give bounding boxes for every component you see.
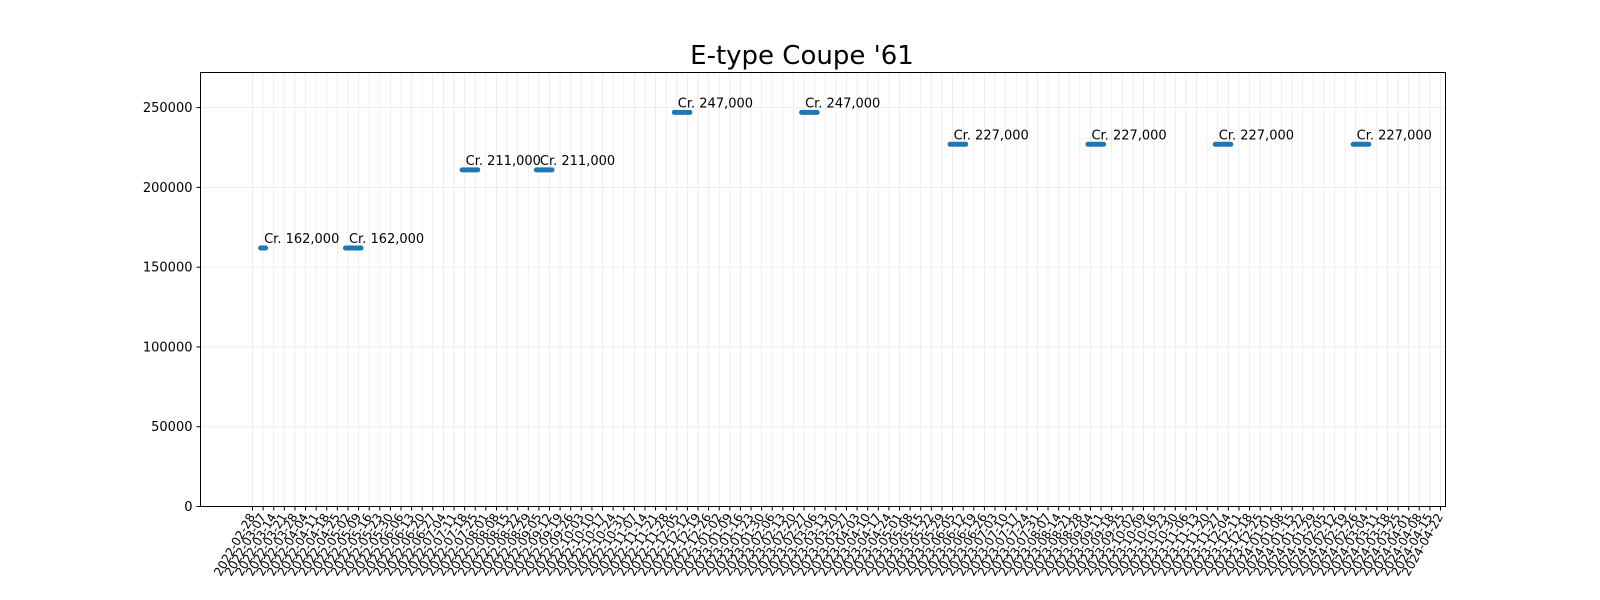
y-tick-label: 50000 bbox=[151, 420, 192, 435]
price-label: Cr. 211,000 bbox=[466, 154, 541, 169]
price-label: Cr. 247,000 bbox=[805, 96, 880, 111]
price-label: Cr. 162,000 bbox=[349, 232, 424, 247]
chart-title: E-type Coupe '61 bbox=[690, 41, 914, 71]
price-segments bbox=[258, 109, 1372, 251]
y-tick-label: 150000 bbox=[143, 261, 193, 276]
x-axis-ticks: 2022-02-282022-03-072022-03-142022-03-21… bbox=[211, 506, 1446, 578]
price-label: Cr. 247,000 bbox=[678, 96, 753, 111]
price-label: Cr. 227,000 bbox=[1091, 128, 1166, 143]
y-tick-label: 200000 bbox=[143, 181, 193, 196]
y-tick-label: 0 bbox=[184, 500, 192, 515]
y-axis-ticks: 0 50000 100000 150000 200000 250000 bbox=[143, 101, 201, 515]
price-label: Cr. 211,000 bbox=[540, 154, 615, 169]
plot-frame bbox=[200, 72, 1446, 507]
price-label: Cr. 227,000 bbox=[1219, 128, 1294, 143]
price-label: Cr. 227,000 bbox=[954, 128, 1029, 143]
price-label: Cr. 162,000 bbox=[264, 232, 339, 247]
price-label: Cr. 227,000 bbox=[1357, 128, 1432, 143]
y-tick-label: 100000 bbox=[143, 340, 193, 355]
grid-lines bbox=[200, 72, 1446, 507]
y-tick-label: 250000 bbox=[143, 101, 193, 116]
